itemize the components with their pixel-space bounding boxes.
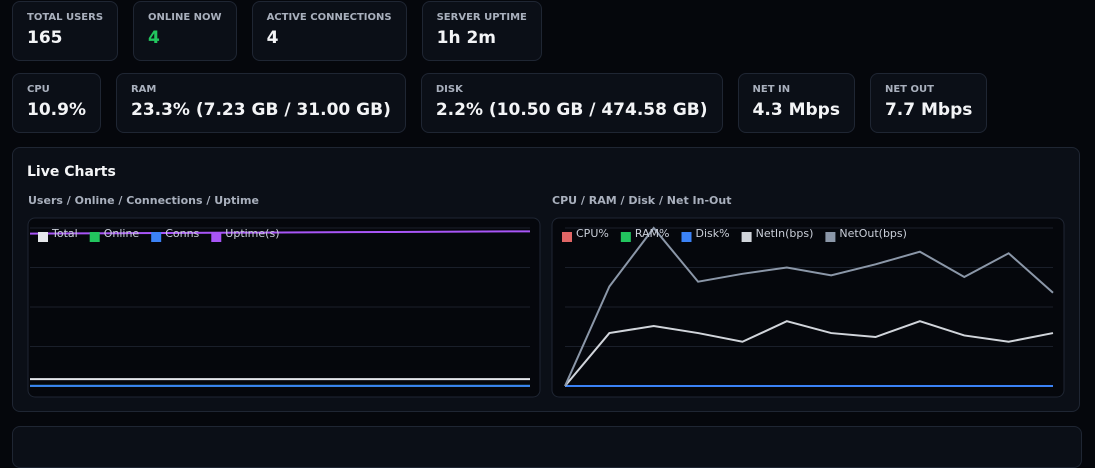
- legend-swatch: [682, 232, 692, 242]
- legend-label: Total: [51, 227, 78, 240]
- legend-swatch: [151, 232, 161, 242]
- legend-swatch: [825, 232, 835, 242]
- legend-swatch: [90, 232, 100, 242]
- legend-label: Conns: [165, 227, 199, 240]
- chart-title: Users / Online / Connections / Uptime: [28, 194, 259, 207]
- legend-label: Online: [104, 227, 140, 240]
- legend-swatch: [562, 232, 572, 242]
- legend-swatch: [38, 232, 48, 242]
- chart-title: CPU / RAM / Disk / Net In-Out: [552, 194, 731, 207]
- legend-label: RAM%: [635, 227, 670, 240]
- panel-title: Live Charts: [27, 164, 116, 180]
- legend-label: NetIn(bps): [756, 227, 814, 240]
- legend-swatch: [742, 232, 752, 242]
- legend-swatch: [621, 232, 631, 242]
- charts: Live Charts Users / Online / Connections…: [0, 0, 1095, 433]
- legend-label: Disk%: [696, 227, 730, 240]
- legend-label: NetOut(bps): [839, 227, 907, 240]
- legend-label: Uptime(s): [225, 227, 279, 240]
- legend-swatch: [211, 232, 221, 242]
- legend-label: CPU%: [576, 227, 609, 240]
